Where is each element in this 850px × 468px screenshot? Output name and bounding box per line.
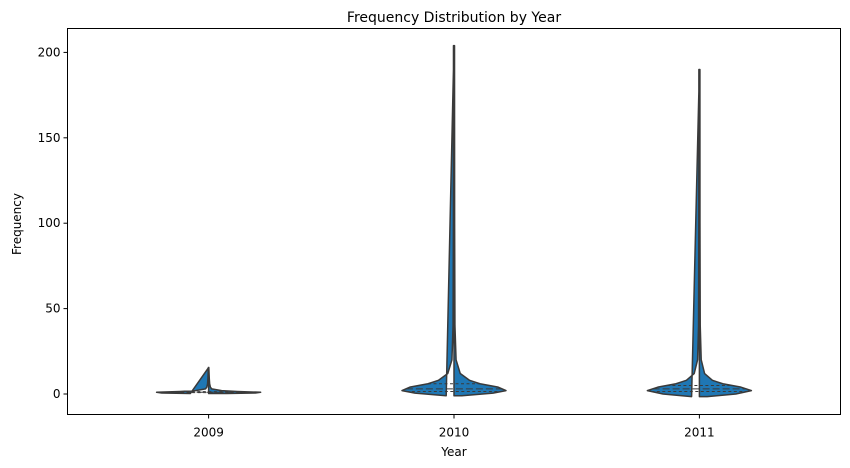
x-tick-label: 2010 [439,426,470,440]
x-axis-label: Year [440,445,466,459]
y-tick-label: 0 [53,387,61,401]
plot-area [155,44,753,398]
x-tick-label: 2011 [684,426,715,440]
violin-2010 [401,44,507,397]
chart-title: Frequency Distribution by Year [347,10,561,26]
y-tick-label: 200 [38,45,61,59]
x-tick-label: 2009 [193,426,224,440]
y-tick-label: 50 [45,302,60,316]
y-axis-label: Frequency [10,193,24,255]
violin-2009 [155,366,262,395]
y-tick-label: 100 [38,216,61,230]
y-tick-label: 150 [38,131,61,145]
violin-2011 [646,68,753,398]
